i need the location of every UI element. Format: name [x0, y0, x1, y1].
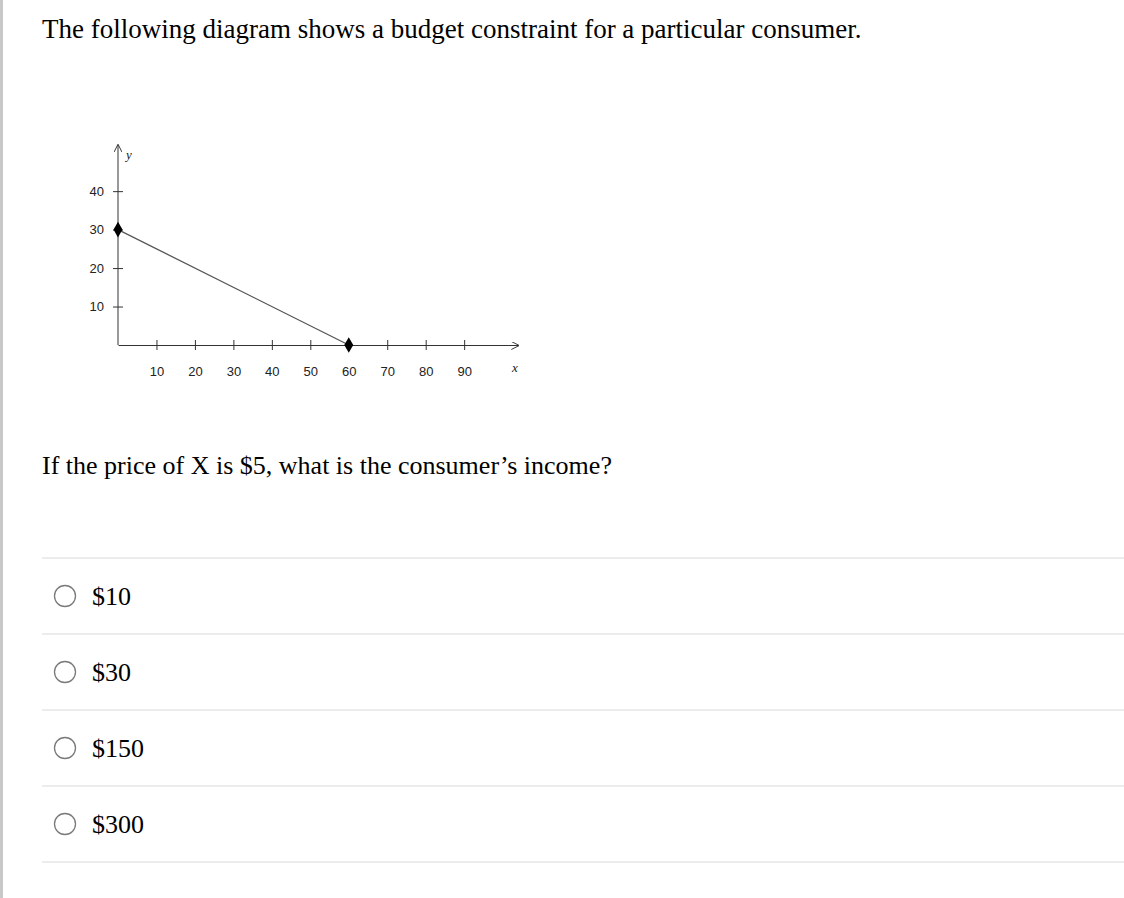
x-tick-mark: [233, 340, 234, 350]
x-tick: 70: [380, 340, 394, 379]
y-axis: 10 20 30 40: [90, 145, 123, 345]
title: The following diagram shows a budget con…: [42, 14, 862, 44]
x-tick-label: 40: [265, 364, 279, 379]
x-tick: 30: [227, 340, 241, 379]
endpoint: [114, 222, 123, 238]
chart: 10 20 30 40 50 60 70 80 90 10 20 30 40 x y: [90, 145, 519, 379]
y-tick: 30: [90, 222, 123, 237]
x-tick-mark: [156, 340, 157, 350]
x-axis: 10 20 30 40 50 60 70 80 90: [119, 340, 519, 379]
y-tick: 20: [90, 261, 123, 276]
x-tick-mark: [426, 340, 427, 350]
y-axis-line: [118, 145, 119, 345]
y-tick: 10: [90, 299, 123, 314]
radio-button[interactable]: [55, 586, 76, 607]
y-tick-label: 20: [90, 261, 104, 276]
x-tick: 50: [304, 340, 318, 379]
x-tick-label: 80: [419, 364, 433, 379]
y-tick-label: 30: [90, 222, 104, 237]
x-tick-label: 50: [304, 364, 318, 379]
y-tick-mark: [113, 191, 123, 192]
separator: [42, 862, 1124, 863]
x-tick-mark: [310, 340, 311, 350]
option[interactable]: $10: [55, 582, 132, 611]
y-tick-mark: [113, 307, 123, 308]
x-tick-label: 10: [150, 364, 164, 379]
x-tick: 80: [419, 340, 433, 379]
x-axis-line: [119, 345, 519, 346]
y-axis-label: y: [124, 147, 132, 162]
left-border: [0, 0, 3, 898]
option-label[interactable]: $30: [92, 658, 131, 687]
option[interactable]: $150: [55, 734, 145, 763]
x-tick: 90: [457, 340, 471, 379]
plot-marks: [114, 222, 354, 353]
separator: [42, 634, 1124, 635]
x-tick-mark: [272, 340, 273, 350]
x-tick-label: 30: [227, 364, 241, 379]
page: The following diagram shows a budget con…: [0, 0, 1124, 898]
x-tick: 40: [265, 340, 279, 379]
separator: [42, 558, 1124, 559]
separator: [42, 786, 1124, 787]
option-label[interactable]: $10: [92, 582, 131, 611]
x-tick: 20: [188, 340, 202, 379]
x-tick-label: 90: [457, 364, 471, 379]
option[interactable]: $30: [55, 658, 132, 687]
x-tick-label: 20: [188, 364, 202, 379]
y-tick: 40: [90, 184, 123, 199]
y-tick-mark: [113, 268, 123, 269]
budget-line: [118, 230, 349, 345]
radio-button[interactable]: [55, 738, 76, 759]
option-label[interactable]: $150: [92, 734, 144, 763]
question: If the price of X is $5, what is the con…: [42, 451, 612, 480]
x-tick-mark: [464, 340, 465, 350]
endpoint: [344, 337, 353, 353]
x-tick-label: 60: [342, 364, 356, 379]
y-tick-label: 40: [90, 184, 104, 199]
option-label[interactable]: $300: [92, 810, 144, 839]
x-tick: 10: [150, 340, 164, 379]
x-tick-mark: [195, 340, 196, 350]
separator: [42, 710, 1124, 711]
y-tick-label: 10: [90, 299, 104, 314]
radio-button[interactable]: [55, 662, 76, 683]
radio-button[interactable]: [55, 814, 76, 835]
option[interactable]: $300: [55, 810, 145, 839]
x-axis-label: x: [511, 360, 518, 375]
x-tick-mark: [387, 340, 388, 350]
x-tick-label: 70: [380, 364, 394, 379]
